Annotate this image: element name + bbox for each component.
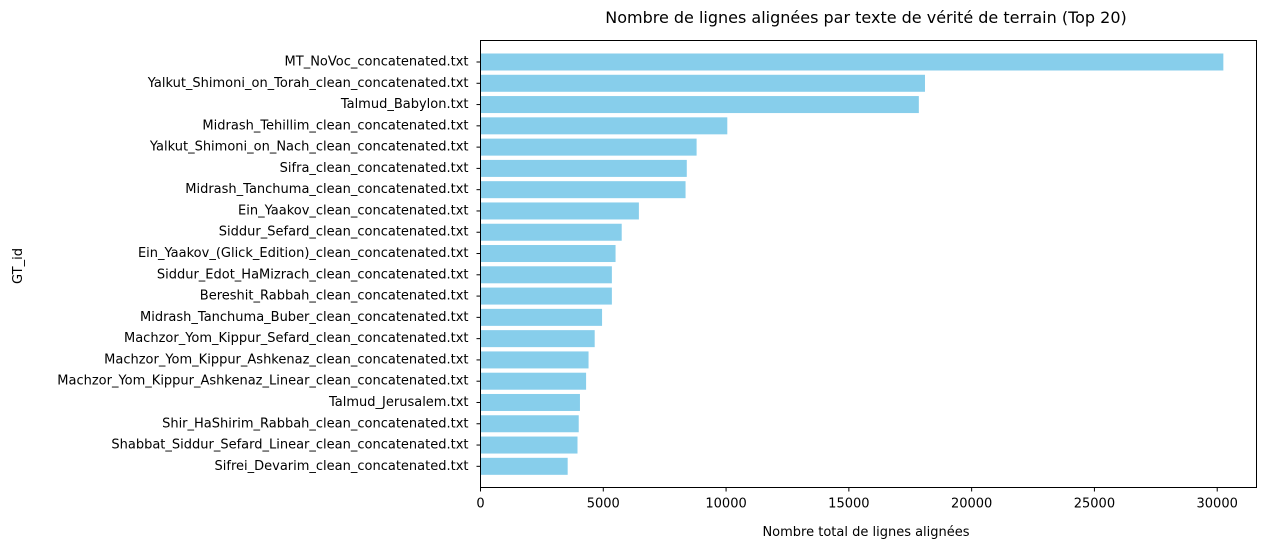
y-tick-label: Midrash_Tehillim_clean_concatenated.txt [202, 118, 468, 133]
bar [480, 159, 687, 177]
y-tick-label: Machzor_Yom_Kippur_Ashkenaz_Linear_clean… [57, 374, 468, 389]
x-tick-label: 25000 [1074, 497, 1115, 512]
bar [480, 245, 616, 263]
y-tick-label: Yalkut_Shimoni_on_Nach_clean_concatenate… [149, 140, 469, 155]
bar [480, 266, 612, 284]
y-tick-label: Machzor_Yom_Kippur_Ashkenaz_clean_concat… [104, 352, 468, 367]
x-axis-label: Nombre total de lignes alignées [762, 525, 969, 540]
bar [480, 96, 919, 114]
y-tick-label: Midrash_Tanchuma_Buber_clean_concatenate… [140, 310, 469, 325]
y-tick-label: Talmud_Jerusalem.txt [328, 395, 468, 410]
y-tick-label: Ein_Yaakov_(Glick_Edition)_clean_concate… [138, 246, 469, 261]
bars-group [480, 53, 1224, 475]
x-tick-label: 5000 [587, 497, 620, 512]
bar [480, 117, 728, 135]
x-tick-label: 10000 [705, 497, 746, 512]
chart-title: Nombre de lignes alignées par texte de v… [605, 8, 1127, 27]
bar [480, 436, 578, 454]
y-tick-label: Ein_Yaakov_clean_concatenated.txt [238, 203, 468, 218]
bar [480, 330, 595, 348]
bar [480, 287, 612, 305]
y-tick-label: Sifrei_Devarim_clean_concatenated.txt [215, 459, 469, 474]
y-tick-label: MT_NoVoc_concatenated.txt [285, 55, 469, 70]
y-tick-label: Shir_HaShirim_Rabbah_clean_concatenated.… [162, 416, 468, 431]
bar [480, 223, 622, 241]
bar [480, 181, 686, 199]
y-tick-label: Shabbat_Siddur_Sefard_Linear_clean_conca… [111, 438, 468, 453]
y-tick-label: Sifra_clean_concatenated.txt [280, 161, 469, 176]
bar [480, 308, 603, 326]
y-axis-label: GT_id [11, 248, 26, 284]
x-tick-labels: 0 5000 10000 15000 20000 25000 30000 [476, 487, 1238, 512]
y-tick-labels: MT_NoVoc_concatenated.txt Yalkut_Shimoni_… [57, 55, 481, 474]
bar [480, 74, 925, 92]
bar [480, 351, 589, 369]
y-tick-label: Yalkut_Shimoni_on_Torah_clean_concatenat… [147, 76, 469, 91]
y-tick-label: Midrash_Tanchuma_clean_concatenated.txt [185, 182, 468, 197]
x-tick-label: 15000 [828, 497, 869, 512]
y-tick-label: Talmud_Babylon.txt [340, 97, 469, 112]
x-tick-label: 0 [476, 497, 484, 512]
plot-frame [480, 40, 1257, 488]
bar [480, 138, 697, 156]
y-tick-label: Machzor_Yom_Kippur_Sefard_clean_concaten… [124, 331, 469, 346]
x-tick-label: 20000 [951, 497, 992, 512]
x-tick-label: 30000 [1197, 497, 1238, 512]
bar [480, 393, 580, 411]
bar [480, 415, 579, 433]
bar [480, 372, 587, 390]
bar [480, 457, 568, 475]
bar [480, 53, 1224, 71]
y-tick-label: Siddur_Sefard_clean_concatenated.txt [219, 225, 469, 240]
y-tick-label: Bereshit_Rabbah_clean_concatenated.txt [200, 289, 469, 304]
bar [480, 202, 639, 220]
y-tick-label: Siddur_Edot_HaMizrach_clean_concatenated… [157, 267, 469, 282]
